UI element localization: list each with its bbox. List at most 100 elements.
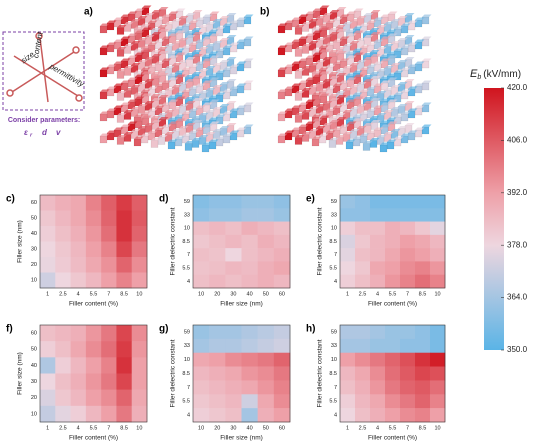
heatmap-cell xyxy=(70,373,87,390)
param-symbol: d xyxy=(42,128,48,137)
cube-top xyxy=(148,42,158,45)
heatmap-cell xyxy=(131,325,148,342)
cube xyxy=(116,27,125,35)
cube-top xyxy=(192,72,202,75)
cube-top xyxy=(196,17,206,20)
heatmap-cell xyxy=(85,341,102,358)
cube-top xyxy=(343,66,353,69)
heatmap-cell xyxy=(415,274,431,289)
panel-label: e) xyxy=(306,194,315,205)
cube-top xyxy=(107,64,117,67)
cube-top xyxy=(415,17,425,20)
heatmap-cell xyxy=(55,357,71,374)
cube-top xyxy=(391,85,401,88)
cube-top xyxy=(128,33,138,36)
cube-top xyxy=(309,107,319,110)
cube-top xyxy=(398,38,408,41)
heatmap-cell xyxy=(101,241,117,258)
cube-top xyxy=(357,82,367,85)
heatmap-cell xyxy=(340,208,356,222)
x-tick-label: 8.5 xyxy=(419,425,427,431)
cube-top xyxy=(230,108,240,111)
cube-top xyxy=(117,113,127,116)
colorbar-tick-label: 364.0 xyxy=(507,293,528,302)
cube-top xyxy=(213,41,223,44)
cube-top xyxy=(182,67,192,70)
heatmap-cell xyxy=(40,389,56,407)
cube-top xyxy=(384,110,394,113)
cube xyxy=(116,71,125,79)
cube-top xyxy=(148,108,158,111)
cube xyxy=(150,140,159,148)
cube-top xyxy=(353,114,363,117)
cube-top xyxy=(302,88,312,91)
cube xyxy=(294,71,303,79)
heatmap-cell xyxy=(241,234,258,249)
cube xyxy=(294,27,303,35)
cube-top xyxy=(326,42,336,45)
cube-top xyxy=(278,133,288,136)
cube-top xyxy=(313,118,323,121)
cube-top xyxy=(320,49,330,52)
heatmap-cell xyxy=(241,352,258,367)
x-tick-label: 50 xyxy=(263,291,269,297)
cube-top xyxy=(142,27,152,30)
heatmap-cell xyxy=(385,338,401,354)
cube-top xyxy=(387,73,397,76)
cube-top xyxy=(354,96,364,99)
cube-top xyxy=(370,28,380,31)
y-tick-label: 8.5 xyxy=(182,371,190,377)
cube-top xyxy=(100,89,110,92)
x-tick-label: 2.5 xyxy=(59,425,67,431)
heatmap-cell xyxy=(70,241,87,258)
cube-top xyxy=(138,82,148,85)
cube-top xyxy=(309,129,319,132)
heatmap-cell xyxy=(385,380,401,395)
cube-top xyxy=(292,61,302,64)
cube-top xyxy=(151,72,161,75)
cube-top xyxy=(387,29,397,32)
cube xyxy=(311,138,320,147)
cube-top xyxy=(292,17,302,20)
cube-top xyxy=(364,35,374,38)
cube-top xyxy=(330,98,340,101)
heatmap-cell xyxy=(370,261,386,276)
cube-top xyxy=(367,86,377,89)
cube-top xyxy=(117,135,127,138)
heatmap-cell xyxy=(225,234,242,249)
cube-illustration xyxy=(99,5,432,153)
cube-top xyxy=(401,23,411,26)
cube-top xyxy=(213,107,223,110)
heatmap-cell xyxy=(355,338,371,354)
heatmap-cell xyxy=(85,241,102,258)
heatmap-cell xyxy=(101,226,117,242)
heatmap-cell xyxy=(355,408,371,423)
heatmap-cell xyxy=(193,234,210,249)
cube-top xyxy=(415,61,425,64)
cube-top xyxy=(148,86,158,89)
cube-top xyxy=(394,26,404,29)
cube-top xyxy=(374,105,384,108)
cube-top xyxy=(162,102,172,105)
heatmap-cell xyxy=(70,257,87,273)
cube-top xyxy=(408,64,418,67)
heatmap-cell xyxy=(209,234,226,249)
heatmap-cell xyxy=(241,195,258,209)
cube-top xyxy=(309,63,319,66)
heatmap-cell xyxy=(340,248,356,262)
heatmap-cell xyxy=(209,352,226,367)
x-tick-label: 10 xyxy=(434,425,440,431)
heatmap-cell xyxy=(385,221,401,236)
cube-top xyxy=(223,89,233,92)
cube-top xyxy=(230,86,240,89)
cube-top xyxy=(367,130,377,133)
cube-top xyxy=(306,121,316,124)
heatmap-cell xyxy=(415,248,431,262)
cube-top xyxy=(159,29,169,32)
x-tick-label: 7 xyxy=(406,291,409,297)
cube-top xyxy=(145,35,155,38)
heatmap-cell xyxy=(55,210,71,227)
cube-top xyxy=(223,133,233,136)
heatmap-cell xyxy=(55,341,71,358)
heatmap-cell xyxy=(241,380,258,395)
